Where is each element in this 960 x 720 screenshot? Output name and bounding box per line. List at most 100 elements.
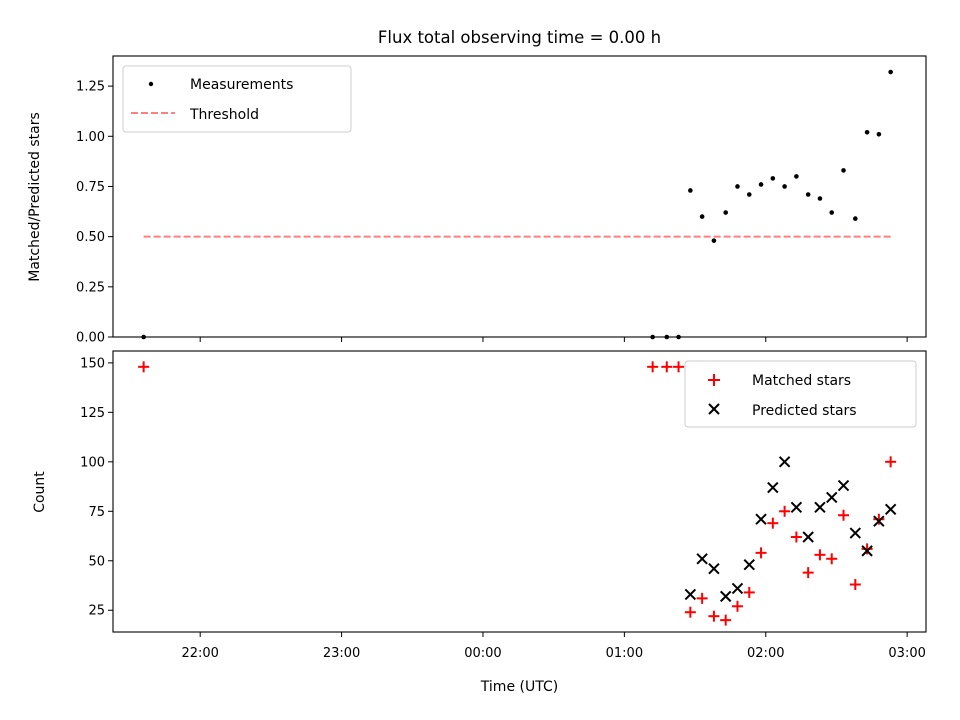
legend-threshold-label: Threshold bbox=[189, 107, 259, 123]
predicted-stars-point bbox=[826, 491, 838, 504]
matched-stars-point bbox=[743, 586, 755, 598]
bottom-plot-marks bbox=[138, 361, 897, 626]
top-legend: Measurements Threshold bbox=[122, 65, 352, 133]
top-y-tick-label: 0.00 bbox=[76, 331, 105, 346]
x-tick-label: 02:00 bbox=[747, 646, 784, 661]
matched-stars-point bbox=[755, 547, 767, 559]
measurement-point bbox=[817, 196, 823, 201]
top-y-tick-label: 0.75 bbox=[76, 180, 105, 195]
matched-stars-point bbox=[661, 361, 673, 373]
predicted-stars-point bbox=[696, 553, 708, 565]
bottom-y-tick-label: 50 bbox=[88, 554, 105, 569]
top-y-tick-label: 1.25 bbox=[76, 80, 105, 95]
predicted-stars-point bbox=[708, 562, 720, 575]
measurement-point bbox=[782, 184, 787, 189]
measurement-point bbox=[864, 129, 870, 135]
matched-stars-point bbox=[885, 456, 897, 468]
measurement-point bbox=[723, 210, 728, 215]
top-plot-marks bbox=[141, 69, 893, 340]
matched-stars-point bbox=[731, 600, 743, 612]
predicted-stars-point bbox=[743, 559, 755, 571]
matched-stars-point bbox=[802, 567, 814, 579]
bottom-plot-frame bbox=[112, 350, 927, 633]
top-x-tick-marks bbox=[199, 337, 908, 342]
predicted-stars-point bbox=[755, 513, 767, 525]
predicted-stars-point bbox=[814, 501, 826, 514]
matched-stars-point bbox=[647, 361, 659, 373]
x-tick-label: 00:00 bbox=[464, 646, 501, 661]
measurement-point bbox=[853, 216, 858, 221]
measurement-point bbox=[735, 184, 740, 189]
predicted-stars-point bbox=[861, 545, 873, 557]
x-tick-label: 03:00 bbox=[888, 646, 925, 661]
top-plot-frame bbox=[112, 55, 927, 338]
legend-measurements-icon bbox=[148, 81, 154, 87]
bottom-x-axis-label: Time (UTC) bbox=[480, 679, 558, 695]
measurement-point bbox=[699, 214, 705, 219]
matched-stars-point bbox=[838, 509, 850, 521]
top-y-axis-label: Matched/Predicted stars bbox=[27, 112, 43, 282]
predicted-stars-point bbox=[767, 481, 779, 494]
measurement-point bbox=[805, 192, 811, 197]
top-y-tick-label: 0.25 bbox=[76, 280, 105, 295]
matched-stars-point bbox=[826, 553, 838, 565]
top-y-tick-label: 0.50 bbox=[76, 230, 105, 245]
matched-stars-point bbox=[767, 517, 779, 529]
predicted-stars-point bbox=[837, 479, 850, 492]
predicted-stars-point bbox=[884, 503, 897, 516]
x-tick-label: 23:00 bbox=[323, 646, 360, 661]
bottom-legend-box bbox=[684, 360, 917, 428]
predicted-stars-point bbox=[731, 582, 744, 595]
matched-stars-point bbox=[696, 592, 708, 604]
measurement-point bbox=[770, 176, 776, 181]
legend-measurements-label: Measurements bbox=[190, 77, 293, 93]
measurement-point bbox=[841, 168, 846, 173]
predicted-stars-point bbox=[849, 527, 862, 539]
matched-stars-point bbox=[861, 543, 873, 555]
legend-matched-stars-label: Matched stars bbox=[752, 373, 851, 389]
bottom-y-tick-label: 125 bbox=[80, 406, 105, 421]
matched-stars-point bbox=[673, 361, 685, 373]
measurement-point bbox=[888, 69, 893, 75]
matched-stars-point bbox=[708, 610, 720, 622]
matched-stars-point bbox=[720, 614, 732, 626]
bottom-y-axis: 25 50 75 100 125 150 bbox=[80, 356, 113, 619]
matched-stars-point bbox=[684, 606, 696, 618]
measurement-point bbox=[711, 238, 717, 243]
matched-stars-point bbox=[814, 549, 826, 561]
predicted-stars-point bbox=[778, 456, 791, 468]
predicted-stars-point bbox=[684, 588, 697, 601]
legend-predicted-stars-icon bbox=[708, 403, 720, 415]
bottom-y-tick-label: 75 bbox=[88, 505, 105, 520]
legend-predicted-stars-label: Predicted stars bbox=[752, 403, 857, 419]
bottom-y-tick-label: 100 bbox=[80, 455, 105, 470]
measurement-point bbox=[688, 188, 693, 193]
top-y-axis: 0.00 0.25 0.50 0.75 1.00 1.25 bbox=[76, 80, 113, 346]
x-tick-label: 22:00 bbox=[181, 646, 218, 661]
bottom-y-tick-label: 25 bbox=[88, 604, 105, 619]
top-y-tick-label: 1.00 bbox=[76, 130, 105, 145]
bottom-y-tick-label: 150 bbox=[80, 356, 105, 371]
measurement-point bbox=[829, 210, 835, 215]
matched-stars-point bbox=[873, 513, 885, 525]
matched-stars-point bbox=[849, 579, 861, 591]
bottom-y-axis-label: Count bbox=[32, 471, 48, 513]
top-plot-panel: 0.00 0.25 0.50 0.75 1.00 1.25 Matched/Predict… bbox=[27, 55, 927, 346]
bottom-plot-panel: 25 50 75 100 125 150 22:00 23:00 00:00 01:00 02:0… bbox=[32, 350, 927, 695]
measurement-point bbox=[746, 192, 752, 197]
predicted-stars-point bbox=[790, 501, 803, 514]
legend-matched-stars-icon bbox=[708, 374, 720, 386]
bottom-legend: Matched stars Predicted stars bbox=[684, 360, 917, 428]
matched-stars-point bbox=[790, 531, 802, 543]
matched-stars-point bbox=[779, 505, 791, 517]
predicted-stars-point bbox=[802, 531, 814, 543]
measurement-point bbox=[758, 182, 764, 187]
top-legend-box bbox=[122, 65, 352, 133]
x-tick-label: 01:00 bbox=[606, 646, 643, 661]
predicted-stars-point bbox=[873, 515, 885, 527]
bottom-x-axis: 22:00 23:00 00:00 01:00 02:00 03:00 bbox=[181, 632, 926, 661]
measurement-point bbox=[876, 131, 882, 137]
predicted-stars-point bbox=[719, 590, 732, 603]
chart-title: Flux total observing time = 0.00 h bbox=[378, 28, 661, 47]
